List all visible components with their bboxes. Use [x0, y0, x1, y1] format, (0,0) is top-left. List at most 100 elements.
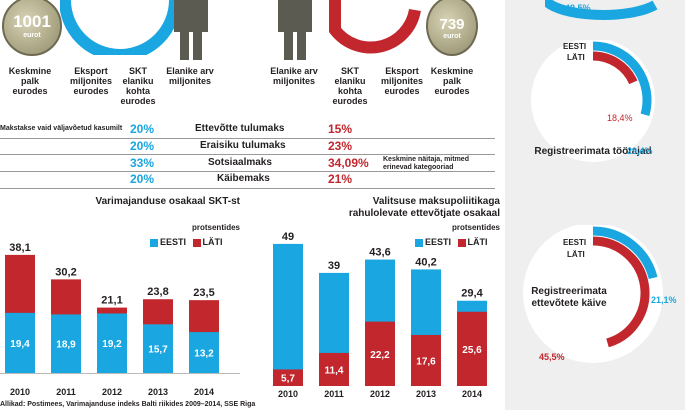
donut1-legend-latvia: LÄTI — [567, 53, 585, 62]
label-export: Eksport miljonites eurodes — [380, 66, 423, 96]
x-tick-label: 2014 — [462, 389, 482, 399]
label-gdp-per-capita: SKT elaniku kohta eurodes — [120, 66, 156, 106]
tax-latvia-value: 21% — [328, 172, 353, 186]
bar-latvia-label: 17,6 — [416, 356, 436, 367]
legend-estonia: EESTI — [160, 237, 187, 247]
donut-arc-estonia — [592, 226, 658, 280]
bar-latvia-label: 23,5 — [193, 287, 214, 299]
bar-estonia-label: 43,6 — [369, 247, 390, 259]
bar-latvia — [457, 311, 487, 386]
chart1-subtitle: protsentides — [191, 223, 240, 232]
coin-value: 1001 — [13, 12, 51, 31]
donut1-title: Registreerimata töötajad — [527, 146, 659, 158]
bar-latvia-label: 22,2 — [370, 350, 390, 361]
tax-latvia-value: 15% — [328, 122, 353, 136]
bar-latvia-label: 30,2 — [55, 266, 76, 278]
chart2-svg: 49 5,7 2010 39 11,4 2011 43,6 22,2 2012 40,2 17,6 2… — [273, 231, 487, 399]
bar-latvia — [365, 321, 395, 386]
label-export: Eksport miljonites eurodes — [69, 66, 112, 96]
x-tick-label: 2013 — [148, 387, 168, 397]
coin-value: 739 — [439, 16, 465, 33]
tax-latvia-value: 34,09% — [328, 156, 369, 170]
tax-estonia-value: 33% — [130, 156, 155, 170]
side-panel: 49,5% EESTI LÄTI 18,4% Registreerimata t… — [505, 0, 685, 410]
chart2-legend: EESTI LÄTI — [415, 237, 488, 247]
bar-latvia — [273, 369, 303, 386]
legend-latvia: LÄTI — [467, 237, 488, 247]
chart2-subtitle: protsentides — [451, 223, 500, 232]
tax-side-note: Keskmine näitaja, mitmed erinevad katego… — [383, 156, 469, 171]
legend-estonia: EESTI — [425, 237, 452, 247]
x-tick-label: 2010 — [278, 389, 298, 399]
donut2-title: Registreerimata ettevõtete käive — [531, 286, 607, 309]
donut2-legend-latvia: LÄTI — [567, 250, 585, 259]
donut2-latvia-value: 45,5% — [539, 352, 565, 362]
side-top-arc — [545, 0, 658, 20]
bar-estonia — [97, 313, 127, 373]
bar-estonia — [143, 324, 173, 373]
bar-estonia-label: 15,7 — [148, 345, 168, 356]
bar-estonia — [273, 243, 303, 386]
x-tick-label: 2010 — [10, 387, 30, 397]
x-tick-label: 2012 — [370, 389, 390, 399]
label-avg-salary: Keskmine palk eurodes — [8, 66, 52, 96]
x-tick-label: 2012 — [102, 387, 122, 397]
x-tick-label: 2014 — [194, 387, 214, 397]
donut1-estonia-value: 29,4% — [627, 146, 653, 156]
bar-estonia — [51, 314, 81, 373]
bar-estonia-label: 39 — [328, 260, 340, 272]
source-footer: Allikad: Postimees, Varimajanduse indeks… — [0, 401, 256, 408]
bar-estonia-label: 19,4 — [10, 339, 30, 350]
bar-latvia-label: 23,8 — [147, 286, 168, 298]
donut-arc-estonia — [592, 41, 652, 116]
bar-estonia-label: 13,2 — [194, 349, 214, 360]
tax-name: Sotsiaalmaks — [208, 157, 272, 168]
x-tick-label: 2011 — [324, 389, 344, 399]
tax-name: Ettevõtte tulumaks — [195, 123, 285, 134]
bar-estonia-label: 49 — [282, 231, 294, 243]
bar-estonia — [5, 312, 35, 373]
bar-latvia — [319, 352, 349, 386]
tax-estonia-value: 20% — [130, 122, 155, 136]
tax-estonia-value: 20% — [130, 139, 155, 153]
estonia-top-arc — [60, 0, 180, 55]
coin-unit: eurot — [443, 33, 461, 40]
bar-latvia-label: 11,4 — [325, 365, 344, 376]
person-icon — [278, 0, 312, 60]
donut1-title-text: Registreerimata töötajad — [534, 146, 652, 157]
label-population: Elanike arv miljonites — [166, 66, 214, 86]
chart1-title: Varimajanduse osakaal SKT-st — [95, 196, 240, 207]
bar-estonia-label: 19,2 — [102, 339, 122, 350]
latvia-top-arc — [329, 0, 421, 54]
x-tick-label: 2011 — [56, 387, 76, 397]
donut-arc-latvia — [592, 236, 650, 348]
tax-name: Eraisiku tulumaks — [200, 140, 286, 151]
donut1-latvia-value: 18,4% — [607, 113, 633, 123]
bar-latvia-label: 21,1 — [101, 295, 122, 307]
chart1-svg: 38,1 19,4 2010 30,2 18,9 2011 21,1 19,2 2012 23,8… — [0, 242, 240, 397]
bar-latvia-label: 38,1 — [9, 242, 30, 254]
chart1-legend: EESTI LÄTI — [150, 237, 223, 247]
tax-latvia-value: 23% — [328, 139, 353, 153]
tax-note: Makstakse vaid väljavõetud kasumilt — [0, 125, 123, 132]
bar-estonia-label: 29,4 — [461, 288, 483, 300]
x-tick-label: 2013 — [416, 389, 436, 399]
bar-estonia — [189, 332, 219, 373]
legend-latvia: LÄTI — [202, 237, 223, 247]
donut1-svg — [531, 40, 655, 162]
bar-latvia-label: 25,6 — [462, 345, 482, 356]
label-gdp-per-capita: SKT elaniku kohta eurodes — [332, 66, 368, 106]
tax-estonia-value: 20% — [130, 172, 155, 186]
chart2-title: Valitsuse maksupoliitikaga rahulolevate … — [348, 196, 500, 219]
salary-coin-latvia: 739 eurot — [426, 0, 478, 56]
person-icon — [174, 0, 208, 60]
bar-estonia-label: 40,2 — [415, 256, 436, 268]
donut-arc-latvia — [592, 51, 638, 85]
donut2-svg — [523, 225, 663, 363]
bar-latvia-label: 5,7 — [281, 374, 295, 385]
salary-coin-estonia: 1001 eurot — [2, 0, 62, 56]
donut2-estonia-value: 21,1% — [651, 295, 677, 305]
label-avg-salary: Keskmine palk eurodes — [430, 66, 474, 96]
coin-unit: eurot — [23, 32, 41, 39]
bar-latvia — [411, 334, 441, 386]
